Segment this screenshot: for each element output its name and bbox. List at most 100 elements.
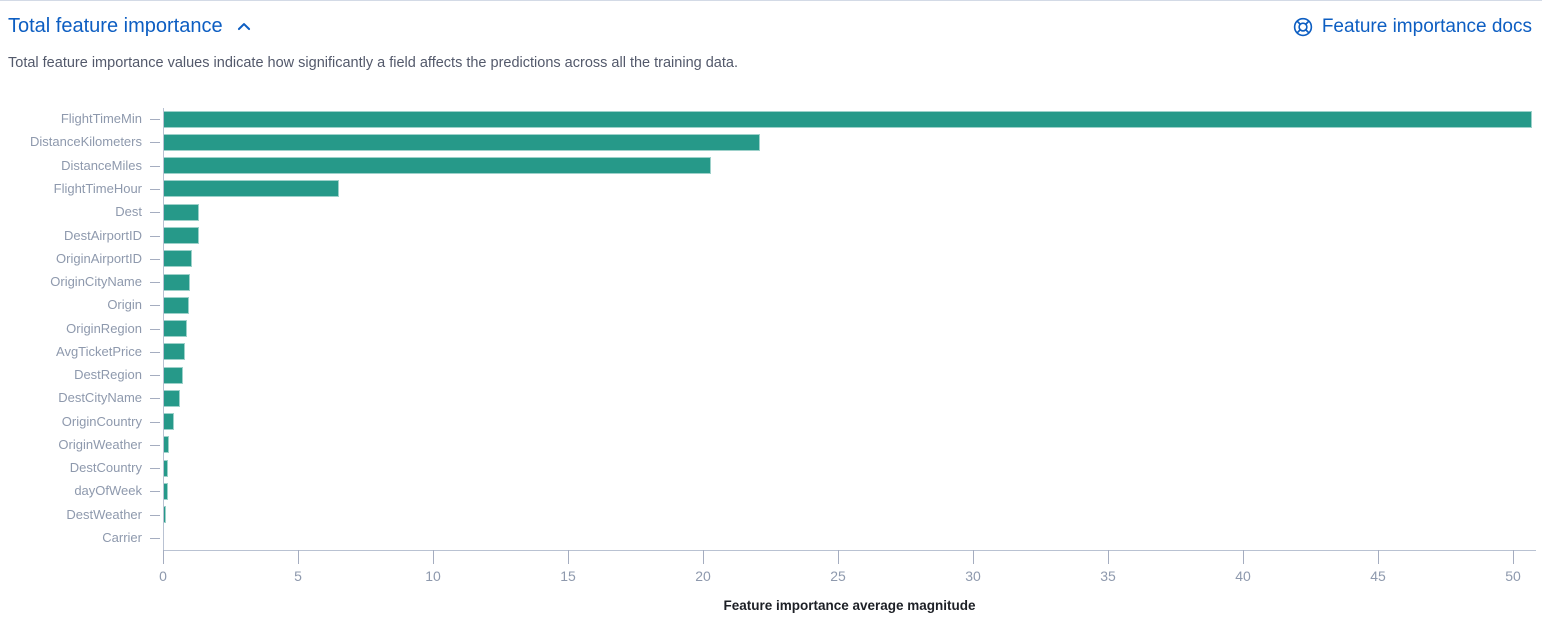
chart-row: DestCountry <box>0 457 1542 480</box>
y-axis-label: OriginWeather <box>58 436 142 452</box>
x-axis-tick <box>1513 549 1515 564</box>
y-axis-tick <box>150 421 160 423</box>
x-axis-tick-label: 35 <box>1100 567 1116 584</box>
x-axis-line <box>163 549 1536 551</box>
y-axis-label: AvgTicketPrice <box>56 343 142 359</box>
y-axis-label: DestCountry <box>69 460 142 476</box>
bar-DestAirportID <box>163 227 199 244</box>
feature-importance-docs-link[interactable]: Feature importance docs <box>1293 16 1532 38</box>
y-axis-label: DistanceMiles <box>61 157 142 173</box>
chart-row: dayOfWeek <box>0 480 1542 503</box>
x-axis-tick-label: 0 <box>159 567 167 584</box>
y-axis-tick <box>150 514 160 516</box>
x-axis-tick-label: 5 <box>294 567 302 584</box>
x-axis-tick-label: 15 <box>560 567 576 584</box>
bar-OriginCityName <box>163 273 190 291</box>
x-axis-title: Feature importance average magnitude <box>723 597 976 613</box>
y-axis-tick <box>150 119 160 121</box>
chart-row: DestWeather <box>0 503 1542 526</box>
chart-row: DestRegion <box>0 363 1542 386</box>
y-axis-label: Carrier <box>102 529 142 545</box>
y-axis-label: FlightTimeHour <box>53 180 142 196</box>
chart-row: FlightTimeMin <box>0 108 1542 131</box>
section-header: Total feature importance Feature importa… <box>0 0 1542 38</box>
chart-row: OriginRegion <box>0 317 1542 340</box>
x-axis-tick <box>298 549 299 564</box>
x-axis-tick <box>163 549 164 564</box>
bar-DistanceMiles <box>163 157 712 175</box>
chart-row: DestCityName <box>0 387 1542 410</box>
y-axis-tick <box>150 305 160 307</box>
bar-Origin <box>163 296 189 314</box>
chart-row: Origin <box>0 294 1542 317</box>
y-axis-label: DestCityName <box>58 390 142 406</box>
y-axis-label: Origin <box>107 297 142 313</box>
help-life-ring-icon <box>1293 17 1313 37</box>
x-axis-tick-label: 30 <box>965 567 981 584</box>
y-axis-tick <box>150 328 160 330</box>
bar-AvgTicketPrice <box>163 343 185 361</box>
y-axis-tick <box>150 444 160 446</box>
y-axis-line <box>163 107 164 550</box>
chevron-up-icon <box>235 18 253 36</box>
y-axis-tick <box>150 165 160 167</box>
chart-row: AvgTicketPrice <box>0 340 1542 363</box>
y-axis-label: FlightTimeMin <box>60 111 142 127</box>
y-axis-tick <box>150 468 160 470</box>
panel-top-border <box>0 0 1542 1</box>
chart-row: DestAirportID <box>0 224 1542 247</box>
chart-row: Carrier <box>0 526 1542 549</box>
x-axis-tick <box>1243 549 1245 564</box>
y-axis-label: DestAirportID <box>63 227 142 243</box>
y-axis-tick <box>150 212 160 214</box>
bar-OriginCountry <box>163 413 175 431</box>
y-axis-label: OriginCountry <box>61 413 142 429</box>
bar-OriginRegion <box>163 320 188 338</box>
y-axis-tick <box>150 398 160 400</box>
bar-DestCountry <box>163 459 169 477</box>
chart-row: OriginCountry <box>0 410 1542 433</box>
y-axis-label: OriginRegion <box>66 320 142 336</box>
x-axis-tick-label: 20 <box>695 567 711 584</box>
y-axis-label: DistanceKilometers <box>30 134 142 150</box>
y-axis-label: OriginCityName <box>50 274 142 290</box>
bar-Dest <box>163 203 200 221</box>
x-axis-tick <box>838 549 840 564</box>
x-axis-tick <box>1108 549 1110 564</box>
y-axis-tick <box>150 537 160 539</box>
bar-DestRegion <box>163 366 183 384</box>
chart-row: DistanceMiles <box>0 154 1542 177</box>
bar-FlightTimeMin <box>163 110 1532 128</box>
y-axis-label: dayOfWeek <box>74 483 142 499</box>
y-axis-tick <box>150 258 160 260</box>
chart-row: Dest <box>0 201 1542 224</box>
x-axis-tick <box>568 549 569 564</box>
y-axis-label: DestWeather <box>66 506 142 522</box>
x-axis-tick <box>433 549 434 564</box>
x-axis-tick-label: 10 <box>425 567 441 584</box>
chart-row: FlightTimeHour <box>0 177 1542 200</box>
x-axis-tick-label: 40 <box>1235 567 1251 584</box>
y-axis-label: Dest <box>115 204 142 220</box>
y-axis-label: OriginAirportID <box>56 250 142 266</box>
bar-FlightTimeHour <box>163 180 339 198</box>
section-description: Total feature importance values indicate… <box>8 55 738 71</box>
y-axis-label: DestRegion <box>74 367 142 383</box>
x-axis-tick-label: 50 <box>1505 567 1521 584</box>
total-feature-importance-toggle[interactable]: Total feature importance <box>8 15 253 38</box>
chart-row: DistanceKilometers <box>0 131 1542 154</box>
y-axis-tick <box>150 491 160 493</box>
docs-link-label: Feature importance docs <box>1321 15 1532 37</box>
bar-OriginWeather <box>163 436 169 454</box>
chart-row: OriginCityName <box>0 270 1542 293</box>
section-title: Total feature importance <box>8 15 223 37</box>
chart-row: OriginAirportID <box>0 247 1542 270</box>
x-axis-tick-label: 45 <box>1370 567 1386 584</box>
y-axis-tick <box>150 351 160 353</box>
bar-DistanceKilometers <box>163 133 760 151</box>
feature-importance-bar-chart: FlightTimeMin DistanceKilometers DistanceM… <box>0 107 1542 618</box>
y-axis-tick <box>150 188 160 190</box>
x-axis-tick <box>1378 549 1380 564</box>
bar-dayOfWeek <box>163 482 168 500</box>
chart-row: OriginWeather <box>0 433 1542 456</box>
